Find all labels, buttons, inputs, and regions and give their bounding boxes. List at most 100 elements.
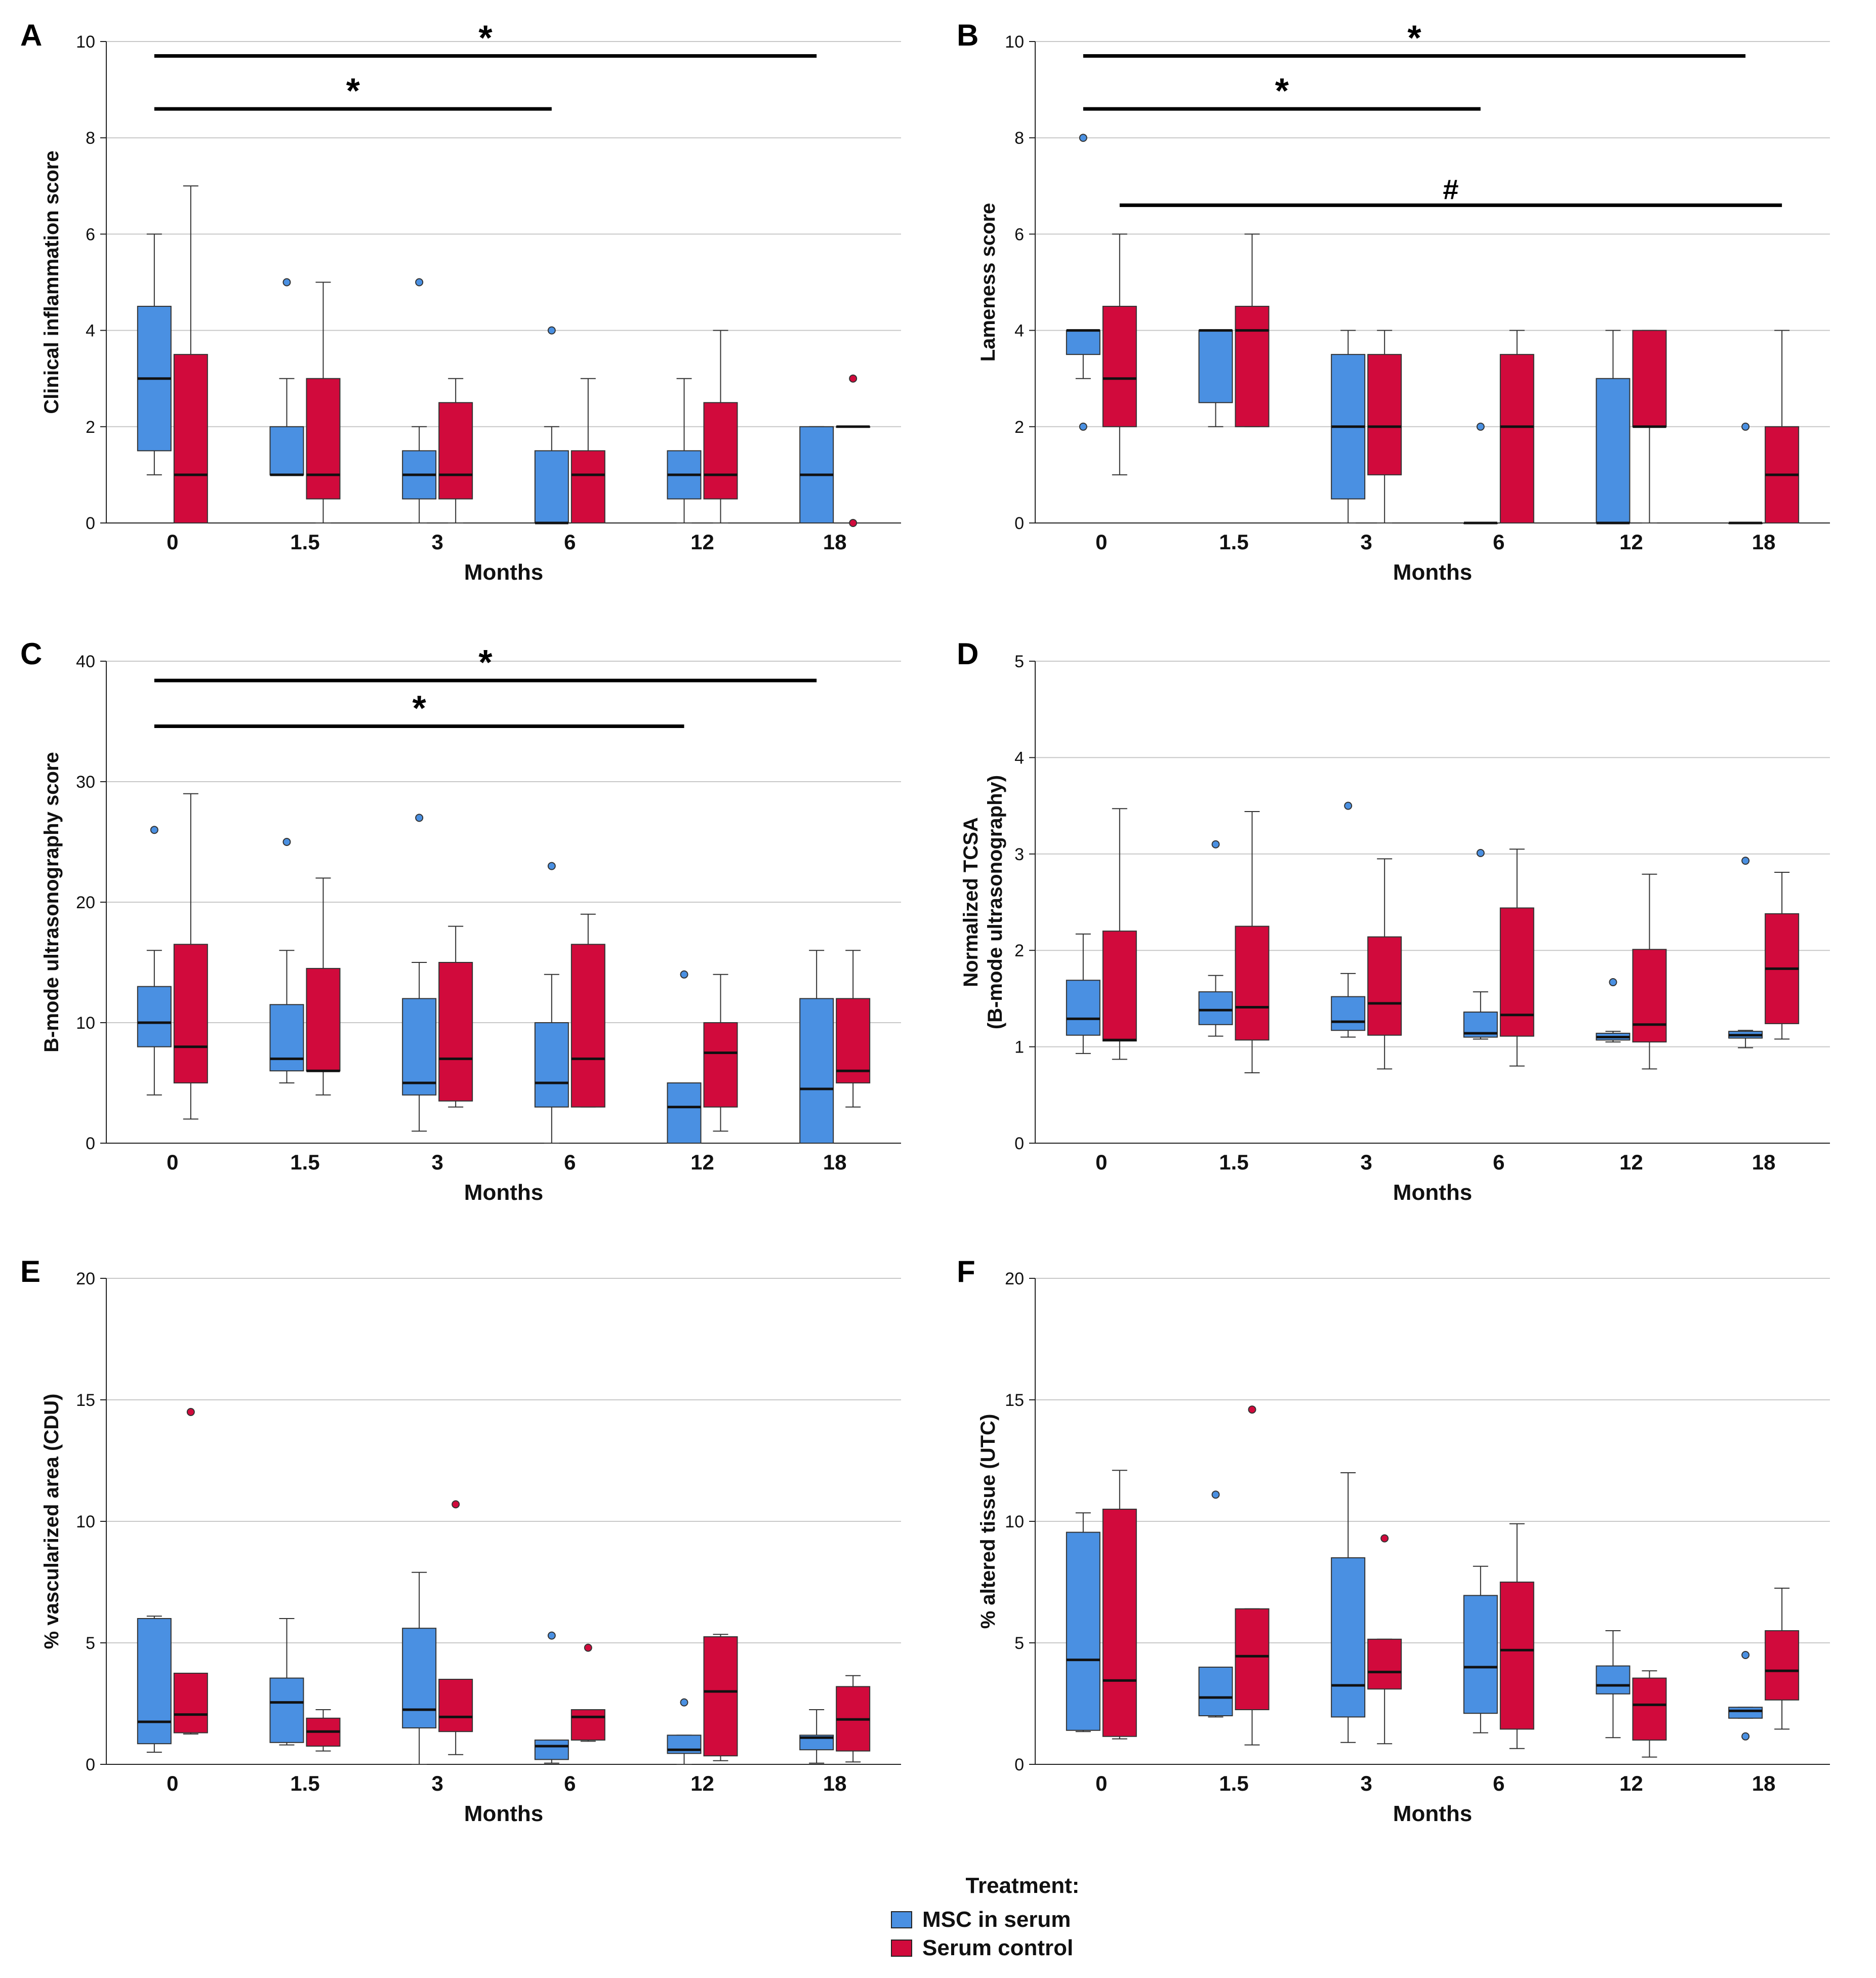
outlier-point — [282, 278, 291, 287]
box-msc-1_5 — [1198, 840, 1233, 1037]
y-tick-label: 10 — [76, 1014, 95, 1033]
box-iqr — [703, 402, 738, 500]
box-control-1_5 — [306, 281, 341, 523]
box-iqr — [534, 1740, 569, 1760]
x-tick-label: 18 — [823, 1771, 847, 1795]
box-msc-18 — [1728, 1651, 1763, 1741]
outlier-point — [1248, 1405, 1256, 1414]
box-msc-6 — [534, 862, 569, 1144]
box-iqr — [570, 944, 605, 1108]
box-iqr — [667, 1082, 702, 1144]
y-axis-title: Clinical inflammation score — [40, 150, 63, 414]
box-iqr — [438, 962, 473, 1102]
box-control-0 — [1102, 233, 1137, 475]
x-tick-label: 18 — [1752, 530, 1776, 554]
y-tick-label: 5 — [1014, 652, 1024, 671]
legend-swatch-control — [891, 1940, 912, 1957]
y-tick-label: 5 — [1014, 1634, 1024, 1653]
y-tick-label: 20 — [76, 1269, 95, 1288]
box-control-3 — [1367, 858, 1402, 1070]
x-tick-label: 3 — [1360, 1771, 1372, 1795]
box-msc-12 — [1596, 1630, 1630, 1739]
panel-C: C 0 10 20 30 40 0 1.5 3 6 12 18 Months B-mode ultraso… — [20, 637, 901, 1205]
x-axis-title: Months — [1393, 1801, 1472, 1826]
x-axis-title: Months — [1393, 1180, 1472, 1205]
box-msc-3 — [1331, 801, 1366, 1038]
panel-letter: C — [20, 637, 42, 671]
box-iqr — [1499, 1582, 1534, 1730]
legend-item-msc: MSC in serum — [891, 1906, 1195, 1934]
box-control-1_5 — [306, 1709, 341, 1752]
box-iqr — [402, 998, 437, 1096]
panel-letter: E — [20, 1255, 40, 1288]
y-tick-label: 4 — [86, 321, 95, 341]
x-tick-label: 3 — [431, 1150, 443, 1174]
x-tick-label: 1.5 — [290, 530, 319, 554]
outlier-point — [452, 1500, 460, 1509]
x-tick-label: 0 — [1095, 1150, 1107, 1174]
y-tick-label: 8 — [86, 129, 95, 148]
box-iqr — [269, 426, 304, 475]
box-iqr — [799, 998, 834, 1144]
box-msc-3 — [402, 278, 437, 523]
significance-symbol: * — [413, 689, 427, 728]
x-tick-label: 18 — [823, 1150, 847, 1174]
box-msc-18 — [799, 1709, 834, 1764]
x-tick-label: 0 — [167, 1771, 178, 1795]
outlier-point — [186, 1408, 195, 1416]
box-msc-3 — [1331, 330, 1366, 523]
y-tick-label: 20 — [76, 893, 95, 912]
box-iqr — [402, 1628, 437, 1728]
box-iqr — [1102, 1509, 1137, 1737]
legend: Treatment: MSC in serum Serum control — [891, 1873, 1195, 1962]
y-tick-label: 10 — [1005, 1512, 1024, 1531]
box-control-1_5 — [1235, 1405, 1270, 1746]
box-msc-18 — [799, 950, 834, 1144]
box-msc-18 — [1728, 422, 1763, 524]
x-tick-label: 12 — [690, 1771, 714, 1795]
box-iqr — [1235, 925, 1270, 1041]
x-tick-label: 0 — [167, 1150, 178, 1174]
box-control-18 — [836, 950, 871, 1108]
box-iqr — [173, 944, 208, 1084]
box-msc-1_5 — [1198, 1490, 1233, 1718]
panel-letter: F — [957, 1255, 975, 1288]
outlier-point — [1211, 1490, 1220, 1499]
box-msc-18 — [799, 426, 834, 523]
y-tick-label: 2 — [1014, 418, 1024, 437]
box-iqr — [1198, 330, 1233, 403]
x-tick-label: 0 — [1095, 1771, 1107, 1795]
box-msc-0 — [137, 233, 172, 475]
box-iqr — [1066, 330, 1100, 355]
box-control-12 — [1632, 330, 1667, 523]
x-tick-label: 6 — [564, 530, 576, 554]
y-tick-label: 15 — [76, 1391, 95, 1410]
box-iqr — [1463, 1595, 1498, 1714]
y-tick-label: 4 — [1014, 321, 1024, 341]
box-control-0 — [1102, 1470, 1137, 1740]
box-iqr — [137, 986, 172, 1047]
box-msc-12 — [1596, 978, 1630, 1043]
box-iqr — [306, 967, 341, 1072]
box-iqr — [1066, 980, 1100, 1036]
box-iqr — [306, 378, 341, 500]
box-iqr — [1331, 996, 1366, 1031]
box-msc-12 — [667, 378, 702, 523]
box-iqr — [1632, 1677, 1667, 1741]
x-tick-label: 3 — [431, 530, 443, 554]
significance-symbol: * — [478, 18, 493, 58]
box-control-6 — [1499, 330, 1534, 524]
box-iqr — [570, 450, 605, 523]
box-iqr — [1765, 1630, 1800, 1701]
box-control-12 — [703, 974, 738, 1132]
significance-symbol: * — [1407, 18, 1421, 58]
outlier-point — [1741, 1651, 1750, 1659]
box-msc-3 — [402, 814, 437, 1132]
box-msc-12 — [1596, 330, 1630, 524]
outlier-point — [849, 519, 858, 527]
outlier-point — [415, 278, 424, 287]
y-axis-title: Normalized TCSA (B-mode ultrasonography) — [960, 775, 1006, 1029]
panel-letter: A — [20, 18, 42, 52]
y-tick-label: 6 — [86, 225, 95, 244]
box-msc-1_5 — [269, 838, 304, 1083]
